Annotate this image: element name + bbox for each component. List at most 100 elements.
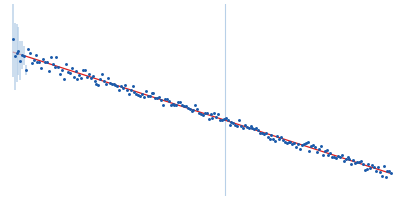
Point xyxy=(184,107,191,110)
Point xyxy=(204,112,210,115)
Point xyxy=(48,55,54,58)
Point xyxy=(152,97,158,100)
Point xyxy=(196,111,202,114)
Point xyxy=(179,103,185,106)
Point xyxy=(86,72,92,75)
Point xyxy=(53,55,60,58)
Point xyxy=(110,82,117,85)
Point xyxy=(236,119,242,122)
Point xyxy=(354,160,360,163)
Point xyxy=(91,79,98,82)
Point xyxy=(63,63,69,66)
Point xyxy=(242,123,248,127)
Point xyxy=(129,85,136,88)
Point xyxy=(306,150,313,153)
Point xyxy=(388,172,394,175)
Point xyxy=(68,66,75,69)
Point xyxy=(169,102,176,105)
Point xyxy=(175,100,182,103)
Point xyxy=(365,163,372,166)
Point xyxy=(377,170,383,174)
Point xyxy=(240,127,246,130)
Point xyxy=(217,118,223,121)
Point xyxy=(124,88,130,91)
Point xyxy=(293,145,299,149)
Point xyxy=(137,94,143,97)
Point xyxy=(84,75,90,78)
Point xyxy=(59,68,65,71)
Point xyxy=(314,151,320,154)
Point xyxy=(337,156,343,159)
Point xyxy=(65,70,71,73)
Point xyxy=(302,142,309,145)
Point xyxy=(171,104,178,107)
Point xyxy=(61,77,67,81)
Point xyxy=(95,83,102,87)
Point xyxy=(251,127,258,130)
Point xyxy=(238,125,244,128)
Point xyxy=(282,141,288,144)
Point xyxy=(38,66,44,69)
Point xyxy=(280,139,286,142)
Point xyxy=(70,75,77,78)
Point xyxy=(10,37,16,41)
Point xyxy=(88,76,94,79)
Point xyxy=(300,142,307,145)
Point xyxy=(80,69,86,72)
Point xyxy=(198,112,204,115)
Point xyxy=(194,107,200,111)
Point xyxy=(211,112,218,115)
Point xyxy=(106,81,113,84)
Point xyxy=(108,82,115,85)
Point xyxy=(253,126,260,129)
Point xyxy=(50,63,56,66)
Point xyxy=(40,58,46,61)
Point xyxy=(133,92,140,96)
Point xyxy=(262,131,269,134)
Point xyxy=(158,99,164,102)
Point xyxy=(57,72,64,76)
Point xyxy=(166,99,172,103)
Point xyxy=(97,77,104,81)
Point xyxy=(90,74,96,78)
Point xyxy=(323,148,330,152)
Point xyxy=(213,115,220,119)
Point xyxy=(297,147,303,150)
Point xyxy=(160,103,166,106)
Point xyxy=(270,138,276,141)
Point xyxy=(346,157,353,160)
Point xyxy=(308,144,314,148)
Point xyxy=(261,132,267,136)
Point xyxy=(310,144,316,147)
Point xyxy=(118,84,124,87)
Point xyxy=(28,61,35,65)
Point xyxy=(274,134,280,138)
Point xyxy=(378,174,385,177)
Point xyxy=(232,123,238,126)
Point xyxy=(340,159,347,162)
Point xyxy=(30,58,37,62)
Point xyxy=(219,118,225,122)
Point xyxy=(13,51,20,55)
Point xyxy=(23,68,29,71)
Point xyxy=(335,154,341,158)
Point xyxy=(144,95,151,98)
Point xyxy=(228,120,235,123)
Point xyxy=(342,158,349,161)
Point xyxy=(284,142,290,145)
Point xyxy=(206,117,212,120)
Point xyxy=(156,96,162,99)
Point xyxy=(74,78,81,81)
Point xyxy=(207,113,214,116)
Point xyxy=(276,138,282,141)
Point xyxy=(339,154,345,157)
Point xyxy=(215,112,221,115)
Point xyxy=(46,69,52,72)
Point xyxy=(371,166,377,169)
Point xyxy=(316,148,322,151)
Point xyxy=(150,92,157,95)
Point xyxy=(76,74,82,77)
Point xyxy=(44,60,50,63)
Point xyxy=(333,156,339,160)
Point xyxy=(15,49,22,52)
